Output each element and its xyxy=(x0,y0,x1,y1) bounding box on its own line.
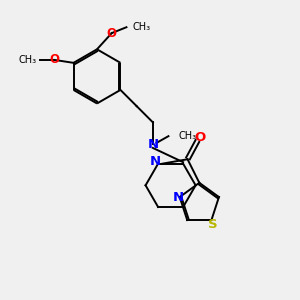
Text: O: O xyxy=(50,53,59,66)
Text: N: N xyxy=(147,138,158,151)
Text: S: S xyxy=(208,218,218,231)
Text: CH₃: CH₃ xyxy=(133,22,151,32)
Text: CH₃: CH₃ xyxy=(19,55,37,65)
Text: N: N xyxy=(173,190,184,203)
Text: N: N xyxy=(150,155,161,168)
Text: CH₃: CH₃ xyxy=(178,130,196,141)
Text: O: O xyxy=(195,131,206,144)
Text: O: O xyxy=(107,27,117,40)
